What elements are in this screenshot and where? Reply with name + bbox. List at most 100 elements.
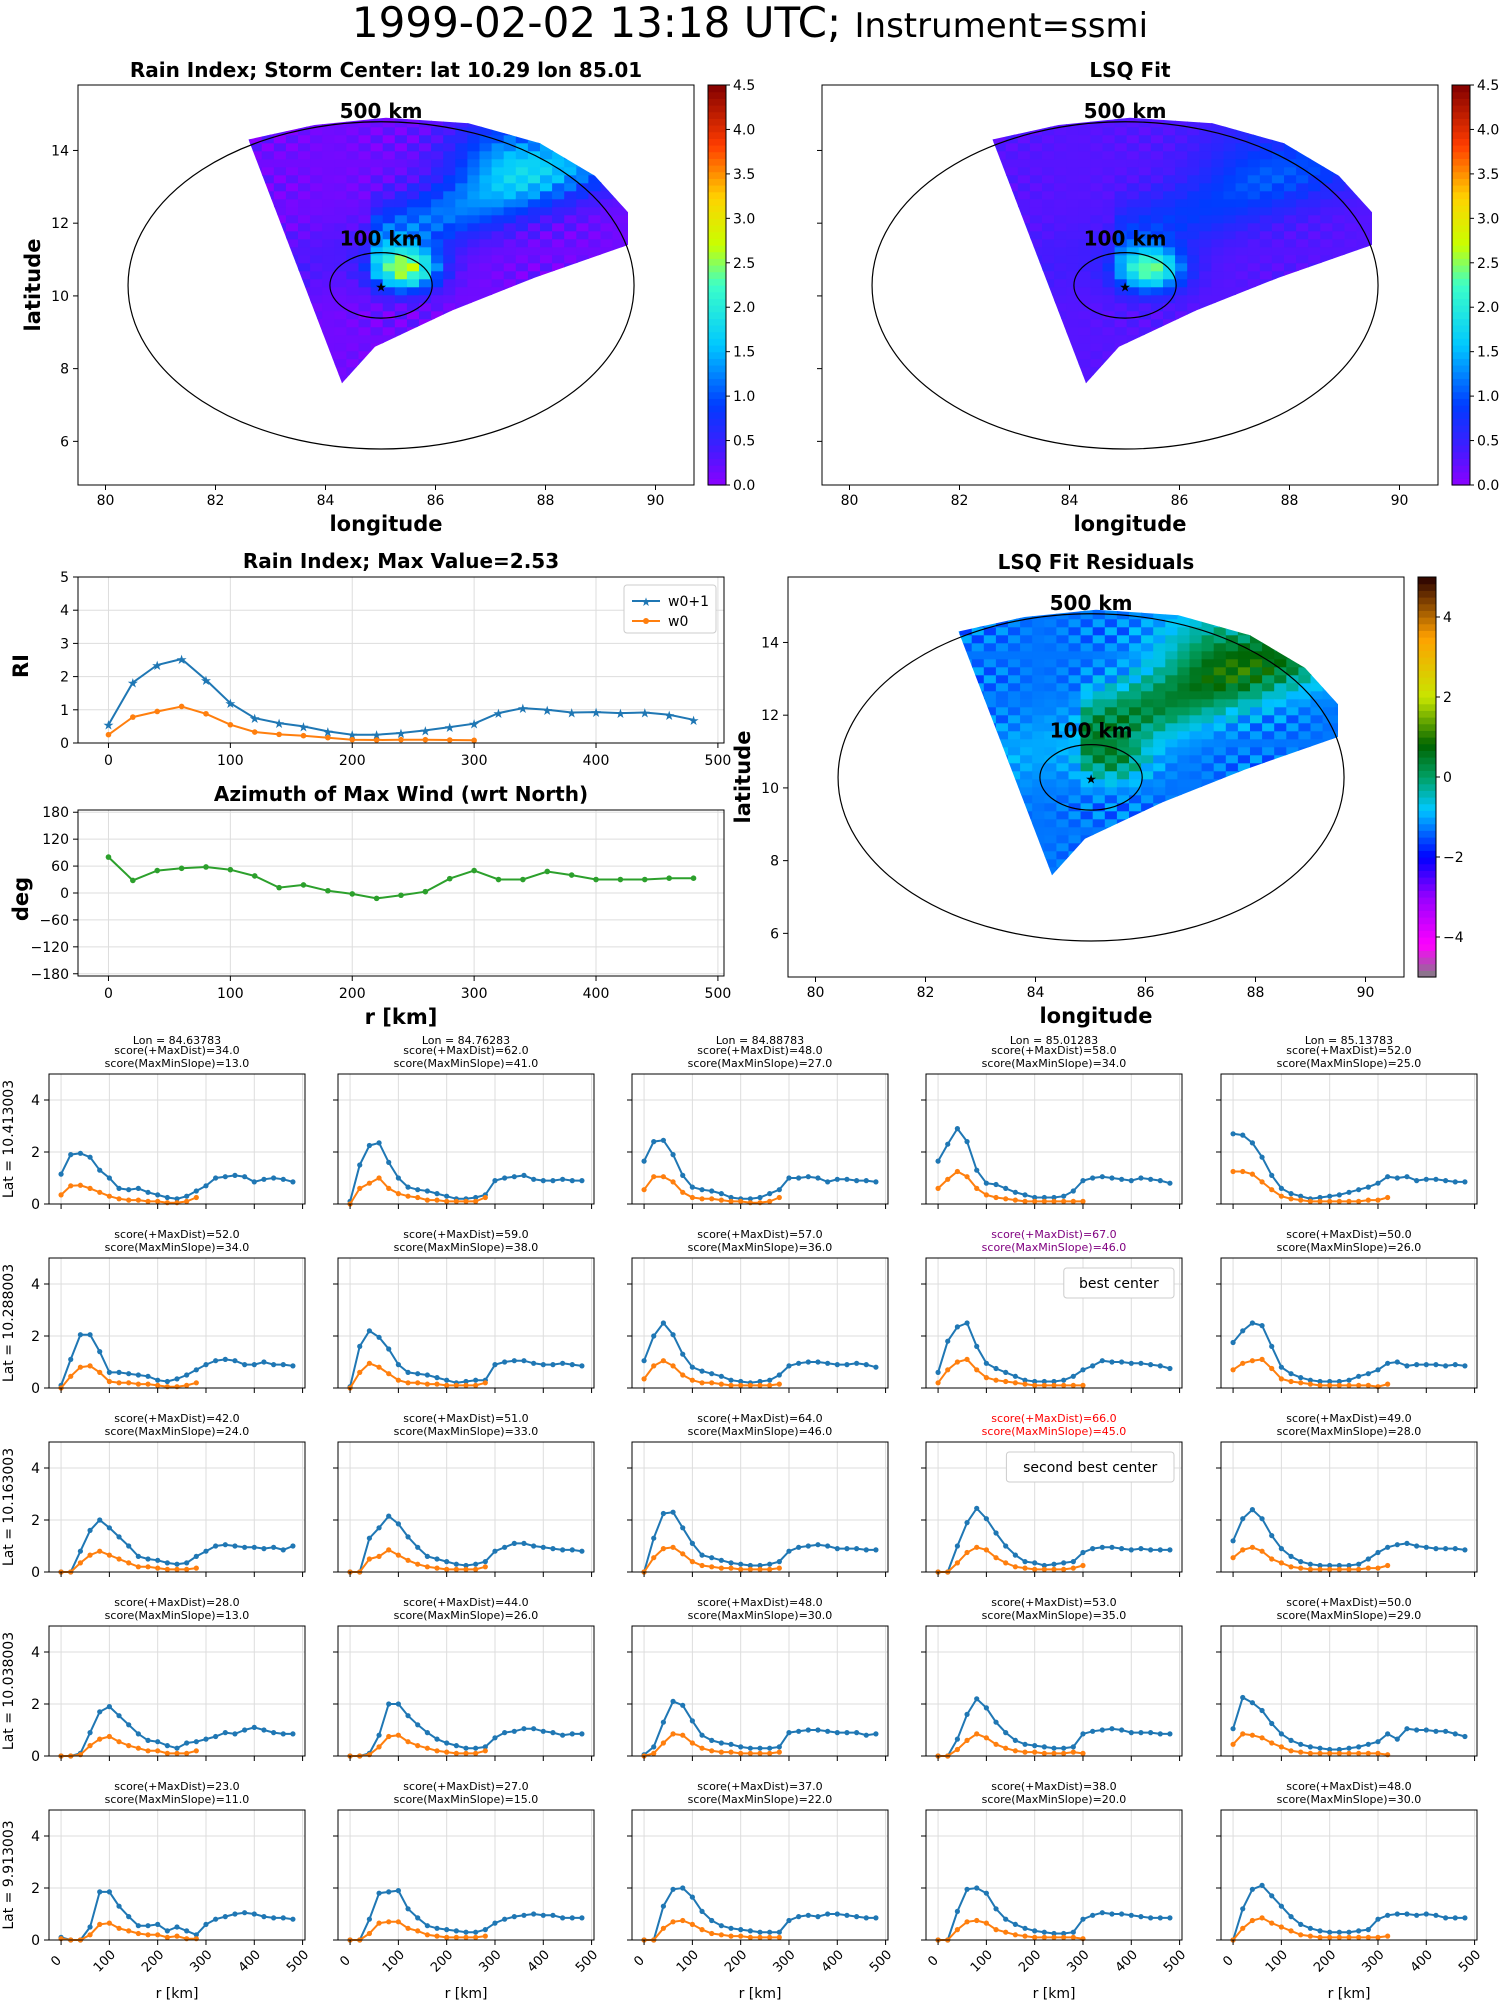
w0p1-point — [767, 1929, 773, 1935]
w0p1-point — [825, 1728, 831, 1734]
panel-frame — [631, 1809, 889, 1941]
w0-point — [1317, 1750, 1323, 1756]
w0-point — [689, 1921, 695, 1927]
w0-point — [424, 1197, 430, 1203]
w0p1-point — [1070, 1744, 1076, 1750]
w0p1-point — [974, 1343, 980, 1349]
w0p1-point — [232, 1543, 238, 1549]
w0p1-point — [1167, 1180, 1173, 1186]
colorbar-tick-label: 2.0 — [733, 300, 755, 316]
w0-point — [954, 1560, 960, 1566]
w0p1-point — [366, 1328, 372, 1334]
w0-point — [1032, 1198, 1038, 1204]
w0-point — [1346, 1566, 1352, 1572]
w0-point — [767, 1750, 773, 1756]
colorbar-tick-label: 0.0 — [733, 478, 755, 494]
w0p1-point — [757, 1194, 763, 1201]
w0-point — [1356, 1566, 1362, 1572]
map-xtick-label: 84 — [1061, 493, 1079, 509]
w0p1-point — [1032, 1560, 1038, 1566]
w0-point — [964, 1549, 970, 1556]
w0-point — [1259, 1548, 1265, 1554]
w0-point — [660, 1546, 666, 1552]
w0-point — [1346, 1198, 1352, 1204]
xtick-label: 300 — [187, 1947, 215, 1975]
w0p1-point — [699, 1908, 705, 1914]
w0-point — [1080, 1562, 1086, 1569]
w0p1-point — [834, 1730, 840, 1736]
ytick-label: 4 — [31, 1461, 40, 1477]
w0p1-point — [1148, 1362, 1154, 1368]
w0-point — [184, 1750, 190, 1756]
w0p1-point — [164, 1928, 170, 1934]
w0-point — [1327, 1382, 1333, 1388]
w0p1-point — [569, 1362, 575, 1368]
w0p1-point — [550, 1178, 556, 1184]
w0p1-point — [1249, 1507, 1255, 1513]
w0-point — [155, 1382, 161, 1388]
colorbar-tick-label: 0.0 — [1477, 478, 1499, 494]
w0p1-point — [164, 1743, 170, 1749]
w0p1-point — [1288, 1371, 1294, 1377]
data-point: ★ — [395, 727, 407, 742]
w0p1-point — [1394, 1175, 1400, 1181]
panel-score-maxdist: score(+MaxDist)=66.0 — [991, 1412, 1116, 1425]
w0p1-point — [993, 1719, 999, 1725]
w0-point — [1269, 1365, 1275, 1372]
panel-lon-label: Lon = 84.63783 — [133, 1034, 221, 1047]
w0p1-point — [1157, 1731, 1163, 1737]
w0-point — [1249, 1358, 1255, 1364]
w0-point — [174, 1933, 180, 1939]
ring-label-100km: 100 km — [1084, 226, 1167, 250]
w0-point — [482, 1564, 488, 1570]
w0-point — [386, 1919, 392, 1925]
w0p1-point — [1317, 1378, 1323, 1385]
panel-score-maxdist: score(+MaxDist)=57.0 — [697, 1228, 822, 1241]
w0-point — [709, 1930, 715, 1937]
w0p1-point — [689, 1718, 695, 1724]
w0p1-point — [1240, 1328, 1246, 1334]
w0-point — [386, 1733, 392, 1740]
w0-point — [1259, 1735, 1265, 1741]
colorbar-tick-label: 4.0 — [1477, 122, 1499, 138]
w0p1-point — [1230, 1538, 1236, 1544]
w0p1-point — [531, 1360, 537, 1366]
colorbar: −4 −2 0 2 4 — [1417, 576, 1464, 978]
w0-point — [145, 1198, 151, 1204]
chart-ylabel: deg — [9, 877, 33, 921]
w0-point — [1012, 1748, 1018, 1754]
w0-point — [1346, 1382, 1352, 1388]
w0p1-point — [155, 1921, 161, 1927]
xtick-label: 500 — [573, 1947, 601, 1975]
w0p1-point — [203, 1736, 209, 1742]
map-ytick-label: 10 — [761, 781, 779, 797]
panel-score-maxminslope: score(MaxMinSlope)=13.0 — [105, 1609, 250, 1622]
w0-point — [444, 1382, 450, 1388]
w0p1-point — [473, 1929, 479, 1935]
w0-point — [415, 1380, 421, 1386]
w0p1-point — [453, 1561, 459, 1567]
panel-score-maxdist: score(+MaxDist)=44.0 — [403, 1596, 528, 1609]
w0-point — [983, 1547, 989, 1553]
w0-point — [757, 1934, 763, 1940]
w0p1-point — [386, 1889, 392, 1895]
data-point: ★ — [444, 721, 456, 736]
w0-point — [106, 1733, 112, 1740]
data-point — [105, 854, 112, 860]
xtick-label: 400 — [583, 753, 610, 769]
w0-point — [1012, 1197, 1018, 1203]
map-ytick-label: 10 — [51, 289, 69, 305]
w0p1-point — [1365, 1371, 1371, 1377]
data-point — [690, 875, 697, 881]
xtick-label: 400 — [236, 1947, 264, 1975]
w0p1-point — [271, 1362, 277, 1368]
w0p1-point — [964, 1520, 970, 1526]
w0p1-point — [993, 1365, 999, 1372]
w0p1-point — [680, 1885, 686, 1891]
w0p1-point — [1375, 1739, 1381, 1745]
w0p1-point — [126, 1543, 132, 1549]
data-point: ★ — [639, 706, 651, 721]
map-ytick-label: 8 — [770, 854, 779, 870]
w0p1-point — [222, 1914, 228, 1920]
